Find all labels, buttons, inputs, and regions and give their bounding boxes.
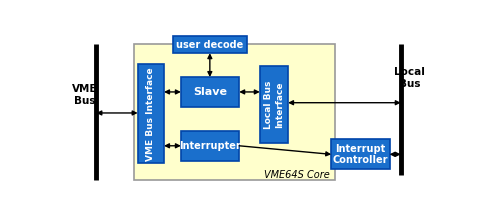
Text: user decode: user decode: [176, 40, 243, 50]
Text: Interrupt
Controller: Interrupt Controller: [332, 144, 387, 165]
Text: Interrupter: Interrupter: [179, 141, 241, 151]
Bar: [173, 36, 246, 53]
Bar: [331, 139, 389, 169]
Bar: [137, 64, 164, 163]
Text: VME64S Core: VME64S Core: [263, 170, 329, 180]
Bar: [134, 44, 334, 180]
Text: VME Bus Interface: VME Bus Interface: [146, 67, 155, 161]
Text: Slave: Slave: [193, 87, 227, 97]
Text: Local
Bus: Local Bus: [393, 67, 424, 89]
Text: VME
Bus: VME Bus: [72, 84, 97, 106]
Bar: [181, 77, 239, 107]
Bar: [181, 131, 239, 161]
Text: Local Bus
Interface: Local Bus Interface: [264, 80, 283, 129]
Bar: [259, 66, 287, 143]
